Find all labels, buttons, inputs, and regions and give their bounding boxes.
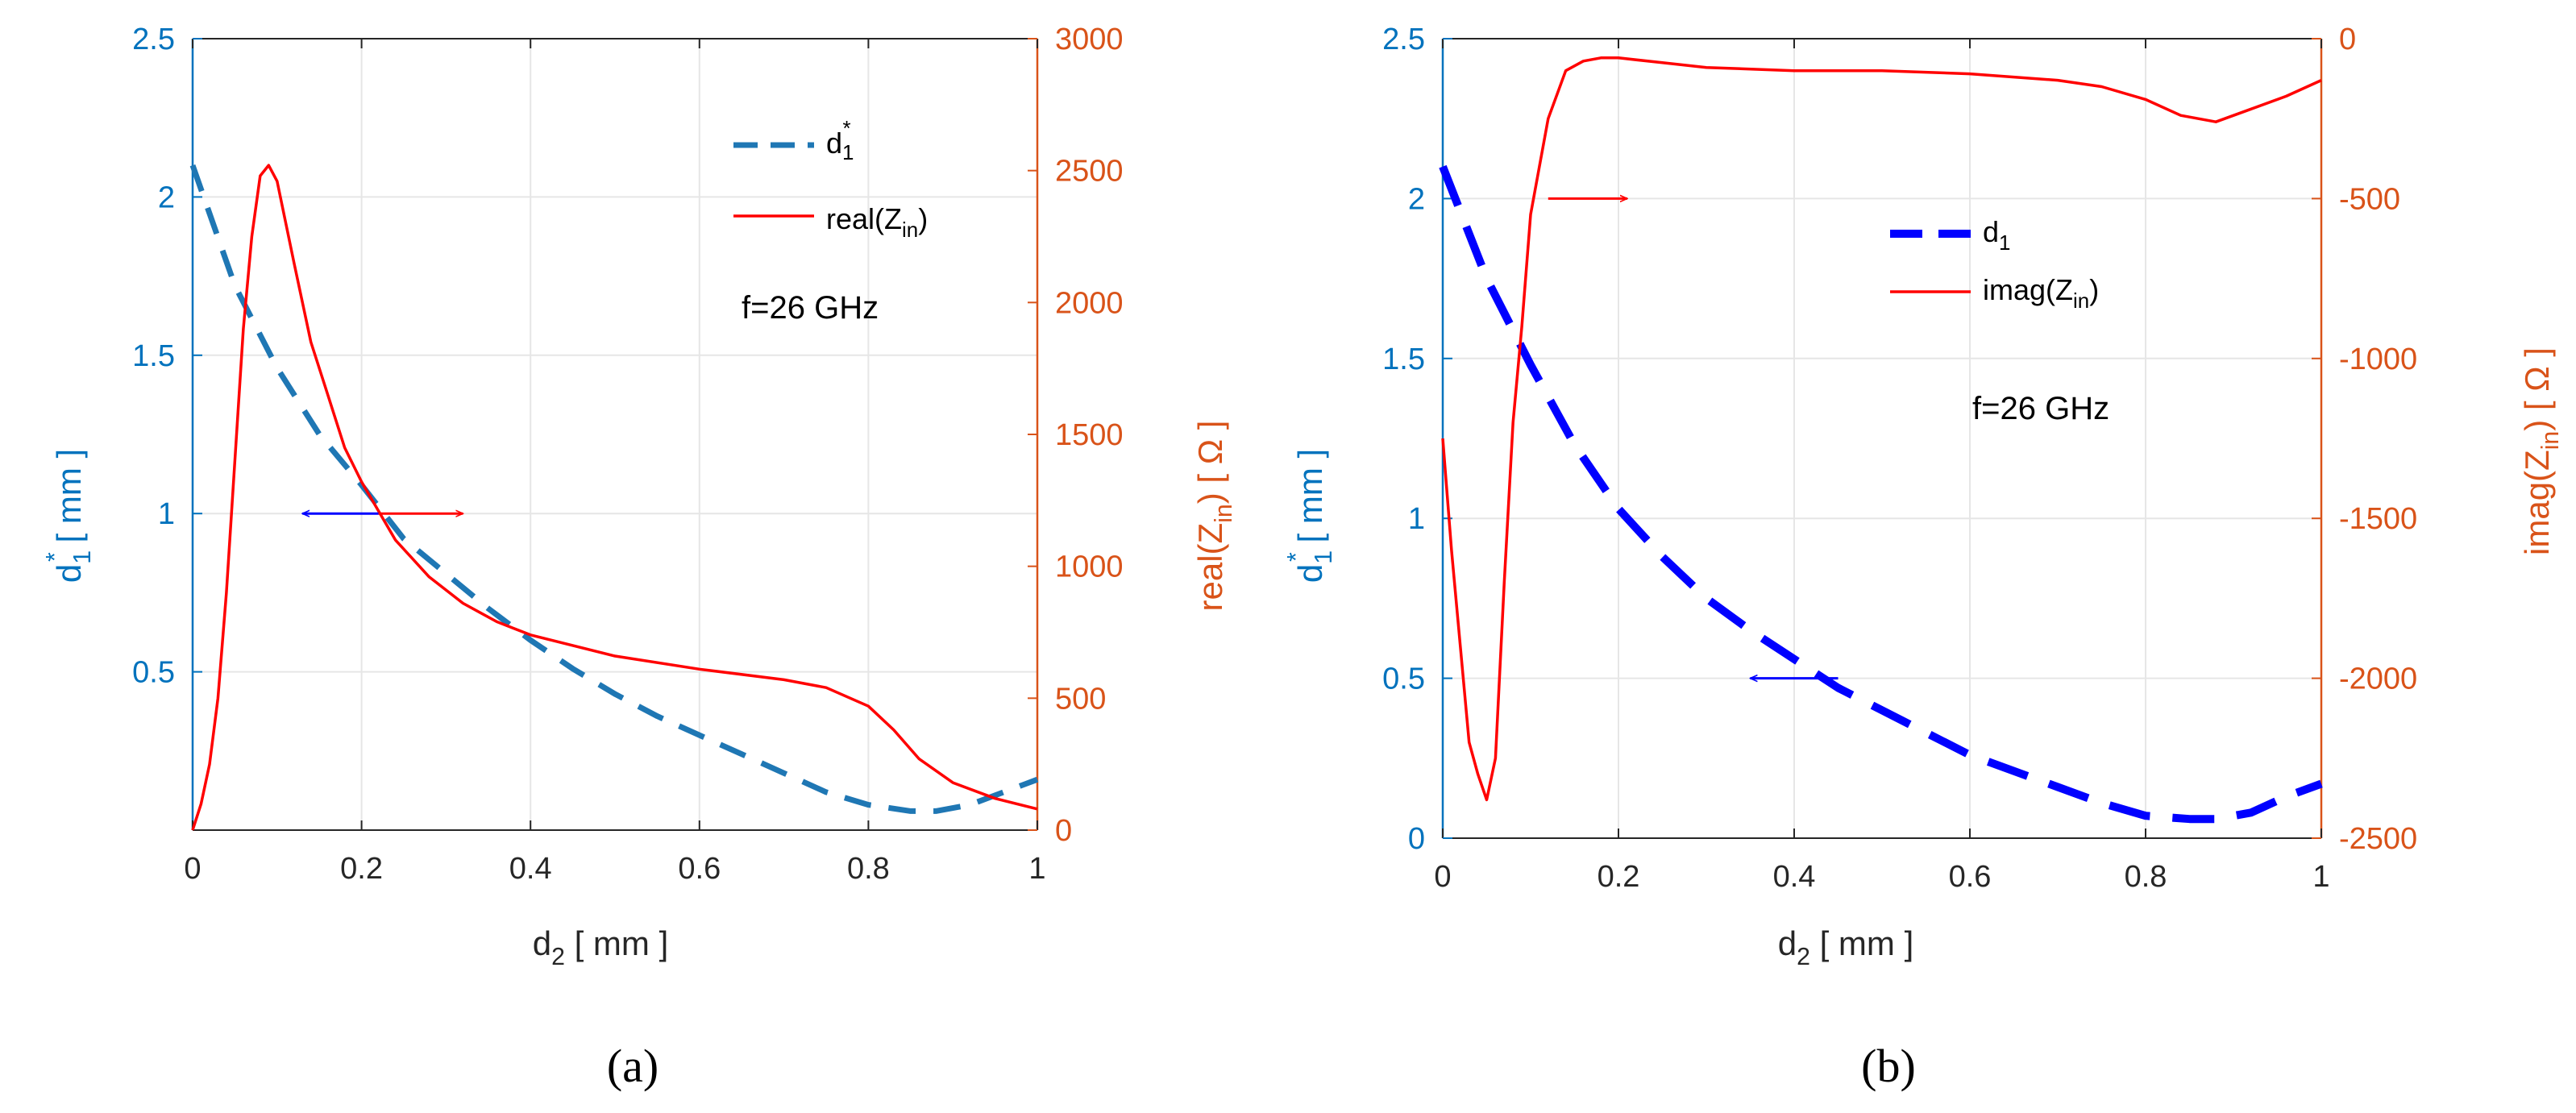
legend-a-entry-1: d1* [826,118,854,164]
panel-b-series-imagzin-line [1441,56,2322,802]
panel-a-y-right-tick-label-6: 3000 [1055,23,1124,56]
x-axis-label-b: d2 [ mm ] [1778,924,1914,970]
panel-a-y-left-tick-label-4: 2.5 [132,23,175,56]
panel-b-x-tick-label-3: 0.6 [1949,860,1992,894]
panel-label-a: (a) [607,1040,659,1092]
panel-b-y-right-tick-label-4: -2000 [2339,662,2417,696]
panel-b-y-right-tick-label-5: -2500 [2339,822,2417,856]
panel-b-y-left-tick-label-4: 2 [1408,182,1425,216]
panel-b-x-tick-label-0: 0 [1434,860,1451,894]
panel-a-y-right-tick-label-1: 500 [1055,682,1106,716]
panel-a-x-tick-label-1: 0.2 [340,852,383,886]
panel-b-y-right-tick-label-1: -500 [2339,182,2400,216]
panel-b-x-tick-label-1: 0.2 [1598,860,1640,894]
panel-b-y-left-tick-label-0: 0 [1408,822,1425,856]
legend-b-entry-2: imag(Zin) [1983,273,2099,313]
panel-b-y-left-tick-label-5: 2.5 [1382,23,1425,56]
panel-a-x-tick-label-5: 1 [1028,852,1045,886]
panel-b-x-tick-label-2: 0.4 [1773,860,1816,894]
chart-panel-a: 0 0.2 0.4 0.6 0.8 1 0.5 1 1.5 2 2.5 0 500 1000 1500 200… [132,23,1123,886]
panel-a-x-tick-label-4: 0.8 [847,852,890,886]
x-axis-label-a: d2 [ mm ] [533,924,669,970]
panel-a-x-tick-label-2: 0.4 [509,852,552,886]
panel-b-y-left-tick-label-2: 1 [1408,502,1425,536]
panel-b-y-left-tick-label-3: 1.5 [1382,343,1425,376]
panel-b-x-tick-label-4: 0.8 [2125,860,2167,894]
panel-b-x-tick-label-5: 1 [2312,860,2329,894]
y-axis-right-label-b: imag(Zin) [ Ω ] [2518,347,2564,555]
chart-panel-b: 0 0.2 0.4 0.6 0.8 1 0 0.5 1 1.5 2 2.5 0 -500 -1000 -150… [1382,23,2417,894]
y-axis-left-label-a: d1* [ mm ] [42,449,96,583]
panel-a-x-tick-label-3: 0.6 [678,852,721,886]
panel-a-y-left-tick-label-0: 0.5 [132,656,175,690]
panel-b-y-left-tick-label-1: 0.5 [1382,662,1425,696]
y-axis-left-label-b: d1* [ mm ] [1283,449,1337,583]
panel-a-y-left-tick-label-3: 2 [158,181,175,214]
annotation-b: f=26 GHz [1972,391,2109,426]
panel-a-y-right-tick-label-0: 0 [1055,814,1072,848]
panel-a-series-realzin-line [191,164,1038,831]
panel-b-series-d1-line [1439,164,2323,824]
panel-a-y-right-tick-label-3: 1500 [1055,418,1124,452]
panel-b-y-right-tick-label-2: -1000 [2339,343,2417,376]
y-axis-right-label-a: real(Zin) [ Ω ] [1191,421,1237,612]
panel-a-x-tick-label-0: 0 [184,852,201,886]
legend-a-entry-2: real(Zin) [826,202,928,242]
panel-a-y-right-tick-label-5: 2500 [1055,155,1124,189]
legend-b-entry-1: d1 [1983,215,2010,255]
panel-a-y-right-tick-label-4: 2000 [1055,286,1124,320]
panel-a-y-left-tick-label-2: 1.5 [132,339,175,373]
panel-b-y-right-tick-label-0: 0 [2339,23,2356,56]
panel-label-b: (b) [1861,1040,1916,1092]
annotation-a: f=26 GHz [742,290,879,326]
panel-a-y-right-tick-label-2: 1000 [1055,550,1124,584]
panel-a-series-d1-line [189,164,1039,814]
panel-b-y-right-tick-label-3: -1500 [2339,502,2417,536]
panel-a-y-left-tick-label-1: 1 [158,497,175,531]
